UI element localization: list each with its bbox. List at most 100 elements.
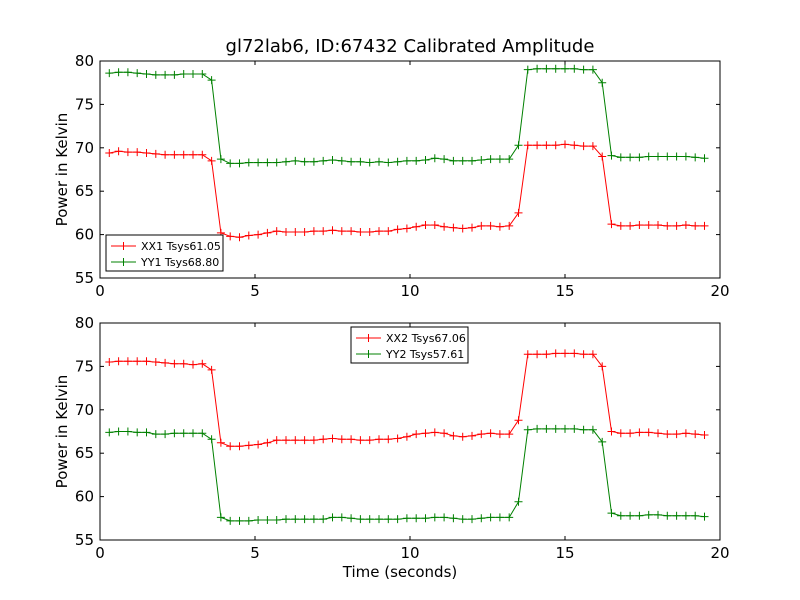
data-point [533, 350, 542, 359]
data-point [644, 510, 653, 519]
data-point [291, 227, 300, 236]
data-point [551, 349, 560, 358]
data-point [114, 427, 123, 436]
data-point [654, 221, 662, 230]
legend-entry-label: YY1 Tsys68.80 [140, 256, 219, 269]
data-point [105, 428, 114, 437]
data-point [226, 159, 235, 168]
data-point [142, 70, 151, 79]
data-point [347, 157, 356, 166]
data-point [561, 64, 569, 73]
data-point [421, 155, 430, 164]
data-point [216, 155, 225, 164]
data-point [635, 221, 644, 230]
data-point [244, 441, 253, 450]
y-tick-label: 60 [75, 226, 94, 244]
data-point [133, 69, 142, 78]
data-point [198, 150, 207, 159]
data-point [309, 157, 318, 166]
data-point [691, 153, 700, 162]
data-point [681, 152, 690, 161]
data-point [570, 349, 579, 358]
data-point [561, 140, 569, 149]
data-point [421, 429, 430, 438]
data-point [477, 221, 486, 230]
data-point [328, 434, 337, 443]
data-point [337, 156, 346, 165]
data-point [523, 425, 532, 434]
data-point [347, 514, 356, 523]
data-point [365, 515, 374, 524]
data-point [663, 430, 672, 439]
data-point [300, 436, 309, 445]
data-point [347, 227, 356, 236]
data-point [672, 221, 681, 230]
data-point [551, 424, 560, 433]
y-tick-label: 65 [75, 444, 94, 462]
data-point [161, 430, 170, 439]
data-point [207, 365, 216, 374]
data-point [635, 153, 644, 162]
data-point [635, 511, 644, 520]
data-point [365, 436, 374, 445]
data-point [170, 70, 179, 79]
data-point [170, 150, 179, 159]
data-point [142, 357, 151, 366]
data-point [486, 221, 495, 230]
y-tick-label: 55 [75, 269, 94, 287]
data-point [681, 511, 690, 520]
data-point [588, 350, 597, 359]
data-point [263, 158, 272, 167]
data-point [458, 432, 467, 441]
data-point [133, 357, 142, 366]
data-point [412, 222, 421, 231]
data-point [235, 516, 244, 525]
y-tick-label: 70 [75, 401, 94, 419]
data-point [235, 442, 244, 451]
data-point [319, 515, 328, 524]
data-point [375, 157, 383, 166]
data-point [272, 516, 281, 525]
y-tick-label: 75 [75, 357, 94, 375]
x-tick-label: 10 [400, 544, 419, 562]
data-point [626, 511, 635, 520]
data-point [328, 513, 337, 522]
data-point [226, 516, 235, 525]
data-point [365, 158, 374, 167]
data-point [440, 429, 449, 438]
data-point [570, 424, 579, 433]
data-point [691, 511, 700, 520]
data-point [561, 349, 569, 358]
data-point [588, 142, 597, 151]
data-point [533, 424, 542, 433]
data-point [356, 227, 365, 236]
data-point [123, 148, 132, 157]
data-point [672, 152, 681, 161]
data-point [477, 514, 486, 523]
data-point [700, 154, 709, 163]
data-point [244, 231, 253, 240]
data-point [272, 158, 281, 167]
data-point [282, 157, 290, 166]
legend-entry-label: YY2 Tsys57.61 [385, 348, 464, 361]
data-point [542, 424, 551, 433]
data-point [533, 64, 542, 73]
data-point [375, 515, 383, 524]
data-point [700, 512, 709, 521]
series-1 [105, 349, 709, 451]
data-point [607, 509, 616, 518]
data-point [207, 156, 216, 165]
data-point [626, 221, 635, 230]
data-point [654, 510, 662, 519]
data-point [672, 430, 681, 439]
data-point [235, 159, 244, 168]
legend-marker [364, 350, 373, 358]
data-point [672, 511, 681, 520]
x-tick-label: 20 [710, 282, 729, 300]
y-axis-label: Power in Kelvin [53, 375, 71, 489]
data-point [579, 350, 588, 359]
data-point [579, 425, 588, 434]
series-1 [105, 140, 709, 242]
data-point [189, 150, 197, 159]
data-point [440, 513, 449, 522]
